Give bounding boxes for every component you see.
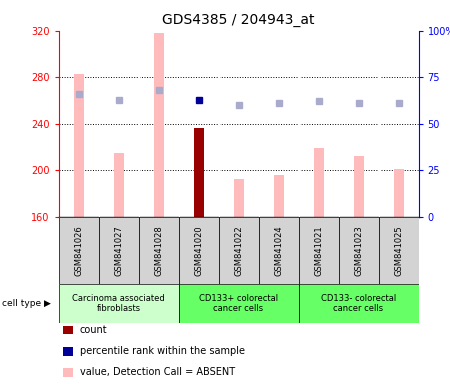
Text: GSM841026: GSM841026 [74, 225, 83, 276]
Text: GSM841022: GSM841022 [234, 225, 243, 276]
Text: cell type ▶: cell type ▶ [2, 299, 51, 308]
Bar [179, 284, 298, 323]
Bar [234, 179, 243, 217]
Bar [378, 217, 418, 284]
Bar [99, 217, 139, 284]
Bar [258, 217, 298, 284]
Text: GSM841024: GSM841024 [274, 225, 283, 276]
Bar [58, 284, 179, 323]
Text: GSM841025: GSM841025 [394, 225, 403, 276]
Bar [139, 217, 179, 284]
Bar [338, 217, 378, 284]
Text: GSM841021: GSM841021 [314, 225, 323, 276]
Text: GSM841028: GSM841028 [154, 225, 163, 276]
Text: GSM841023: GSM841023 [354, 225, 363, 276]
Bar [179, 217, 219, 284]
Text: GSM841020: GSM841020 [194, 225, 203, 276]
Text: GSM841027: GSM841027 [114, 225, 123, 276]
Bar [298, 217, 338, 284]
Text: value, Detection Call = ABSENT: value, Detection Call = ABSENT [80, 367, 235, 377]
Bar [153, 33, 163, 217]
Bar [274, 175, 284, 217]
Bar [314, 148, 324, 217]
Bar [73, 74, 84, 217]
Bar [58, 217, 99, 284]
Text: percentile rank within the sample: percentile rank within the sample [80, 346, 245, 356]
Text: Carcinoma associated
fibroblasts: Carcinoma associated fibroblasts [72, 294, 165, 313]
Text: CD133+ colorectal
cancer cells: CD133+ colorectal cancer cells [199, 294, 278, 313]
Bar [194, 129, 203, 217]
Text: count: count [80, 325, 107, 335]
Bar [354, 156, 364, 217]
Title: GDS4385 / 204943_at: GDS4385 / 204943_at [162, 13, 315, 27]
Text: CD133- colorectal
cancer cells: CD133- colorectal cancer cells [321, 294, 396, 313]
Bar [298, 284, 418, 323]
Bar [113, 153, 123, 217]
Bar [393, 169, 404, 217]
Bar [219, 217, 258, 284]
